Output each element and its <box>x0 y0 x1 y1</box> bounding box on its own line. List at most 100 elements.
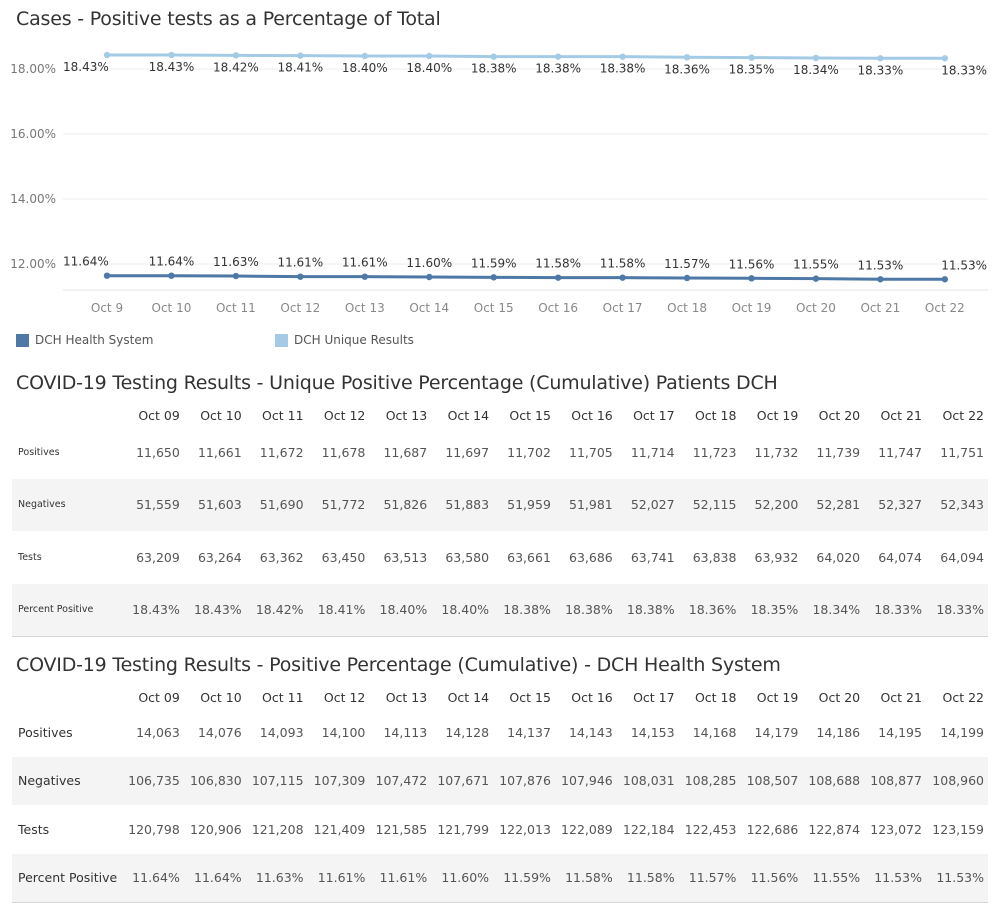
data-point[interactable] <box>490 274 497 281</box>
data-point[interactable] <box>877 276 884 283</box>
table-cell[interactable]: 11,672 <box>259 444 304 460</box>
table-cell[interactable]: 11,723 <box>692 444 737 460</box>
table-cell[interactable]: 18.35% <box>740 583 803 637</box>
data-point[interactable] <box>168 51 175 59</box>
data-point[interactable] <box>748 275 755 282</box>
table-cell[interactable]: 18.40% <box>369 583 432 637</box>
table-cell[interactable]: 14,199 <box>940 724 984 740</box>
table-cell[interactable]: 106,735 <box>122 756 184 805</box>
data-point[interactable] <box>361 273 368 280</box>
table-cell[interactable]: 108,031 <box>616 756 679 805</box>
data-point[interactable] <box>619 274 626 281</box>
table-cell[interactable]: 52,027 <box>616 478 679 531</box>
table-cell[interactable]: 123,072 <box>870 821 922 837</box>
table-cell[interactable]: 52,200 <box>740 478 803 531</box>
table-cell[interactable]: 18.43% <box>183 583 246 637</box>
table-cell[interactable]: 11.60% <box>431 853 494 903</box>
table-cell[interactable]: 122,874 <box>808 821 861 837</box>
table-cell[interactable]: 64,094 <box>940 549 984 565</box>
table-cell[interactable]: 120,906 <box>189 821 242 837</box>
table-cell[interactable]: 11,751 <box>940 444 984 460</box>
table-cell[interactable]: 11,687 <box>383 444 428 460</box>
table-cell[interactable]: 14,137 <box>507 724 551 740</box>
table-cell[interactable]: 122,686 <box>746 821 799 837</box>
table-cell[interactable]: 18.38% <box>616 583 679 637</box>
table-cell[interactable]: 64,074 <box>878 549 922 565</box>
table-cell[interactable]: 11.64% <box>122 853 184 903</box>
data-point[interactable] <box>490 53 497 60</box>
table-cell[interactable]: 63,580 <box>445 549 490 565</box>
table-cell[interactable]: 14,153 <box>630 724 675 740</box>
table-cell[interactable]: 14,143 <box>569 724 613 740</box>
table-cell[interactable]: 51,603 <box>183 478 246 531</box>
table-cell[interactable]: 11.56% <box>740 853 803 903</box>
data-point[interactable] <box>941 55 949 62</box>
table-cell[interactable]: 121,799 <box>437 821 490 837</box>
table-cell[interactable]: 14,168 <box>692 724 737 740</box>
table-cell[interactable]: 63,362 <box>259 549 304 565</box>
data-point[interactable] <box>812 54 820 62</box>
table-cell[interactable]: 14,076 <box>197 724 242 740</box>
table-cell[interactable]: 123,159 <box>932 821 984 837</box>
table-cell[interactable]: 11,705 <box>569 444 613 460</box>
data-point[interactable] <box>683 274 691 282</box>
table-cell[interactable]: 11.61% <box>307 853 370 903</box>
table-cell[interactable]: 18.41% <box>307 583 370 637</box>
table-cell[interactable]: 108,507 <box>740 756 803 805</box>
data-point[interactable] <box>812 275 820 282</box>
table-cell[interactable]: 63,741 <box>630 549 675 565</box>
table-cell[interactable]: 51,559 <box>122 478 184 531</box>
table-cell[interactable]: 11.57% <box>678 853 741 903</box>
table-cell[interactable]: 108,285 <box>678 756 741 805</box>
table-cell[interactable]: 51,959 <box>493 478 555 531</box>
data-point[interactable] <box>554 274 562 281</box>
data-point[interactable] <box>168 272 175 279</box>
table-cell[interactable]: 106,830 <box>183 756 246 805</box>
legend-item-unique-results[interactable]: DCH Unique Results <box>275 333 414 347</box>
table-cell[interactable]: 14,063 <box>136 724 180 740</box>
data-point[interactable] <box>554 53 562 60</box>
table-cell[interactable]: 11,697 <box>445 444 490 460</box>
table-cell[interactable]: 18.33% <box>925 583 988 637</box>
table-cell[interactable]: 63,264 <box>197 549 242 565</box>
table-cell[interactable]: 14,128 <box>445 724 490 740</box>
table-cell[interactable]: 11,702 <box>507 444 551 460</box>
table-cell[interactable]: 107,309 <box>307 756 370 805</box>
table-cell[interactable]: 107,876 <box>493 756 555 805</box>
table-cell[interactable]: 14,186 <box>816 724 861 740</box>
data-point[interactable] <box>361 52 368 60</box>
table-cell[interactable]: 14,100 <box>321 724 366 740</box>
table-cell[interactable]: 63,209 <box>136 549 180 565</box>
table-cell[interactable]: 11.64% <box>183 853 246 903</box>
table-cell[interactable]: 11,747 <box>878 444 922 460</box>
table-cell[interactable]: 18.33% <box>864 583 926 637</box>
table-cell[interactable]: 52,281 <box>802 478 865 531</box>
table-cell[interactable]: 18.38% <box>493 583 555 637</box>
data-point[interactable] <box>103 51 111 59</box>
table-cell[interactable]: 14,093 <box>259 724 304 740</box>
table-cell[interactable]: 120,798 <box>128 821 180 837</box>
table-cell[interactable]: 11,714 <box>630 444 675 460</box>
data-point[interactable] <box>877 55 884 62</box>
table-cell[interactable]: 11,732 <box>754 444 799 460</box>
table-cell[interactable]: 121,585 <box>375 821 428 837</box>
table-cell[interactable]: 122,184 <box>622 821 675 837</box>
table-cell[interactable]: 63,686 <box>569 549 613 565</box>
table-cell[interactable]: 51,772 <box>307 478 370 531</box>
table-cell[interactable]: 63,932 <box>754 549 799 565</box>
table-cell[interactable]: 122,453 <box>684 821 737 837</box>
data-point[interactable] <box>619 53 626 60</box>
data-point[interactable] <box>232 52 240 59</box>
table-cell[interactable]: 107,115 <box>245 756 308 805</box>
table-cell[interactable]: 64,020 <box>816 549 861 565</box>
table-cell[interactable]: 108,877 <box>864 756 926 805</box>
table-cell[interactable]: 52,343 <box>925 478 988 531</box>
table-cell[interactable]: 11,650 <box>136 444 180 460</box>
table-cell[interactable]: 122,013 <box>499 821 551 837</box>
table-cell[interactable]: 18.36% <box>678 583 741 637</box>
table-cell[interactable]: 11.53% <box>925 853 988 903</box>
table-cell[interactable]: 107,671 <box>431 756 494 805</box>
table-cell[interactable]: 108,688 <box>802 756 865 805</box>
table-cell[interactable]: 63,661 <box>507 549 551 565</box>
legend-item-health-system[interactable]: DCH Health System <box>16 333 153 347</box>
